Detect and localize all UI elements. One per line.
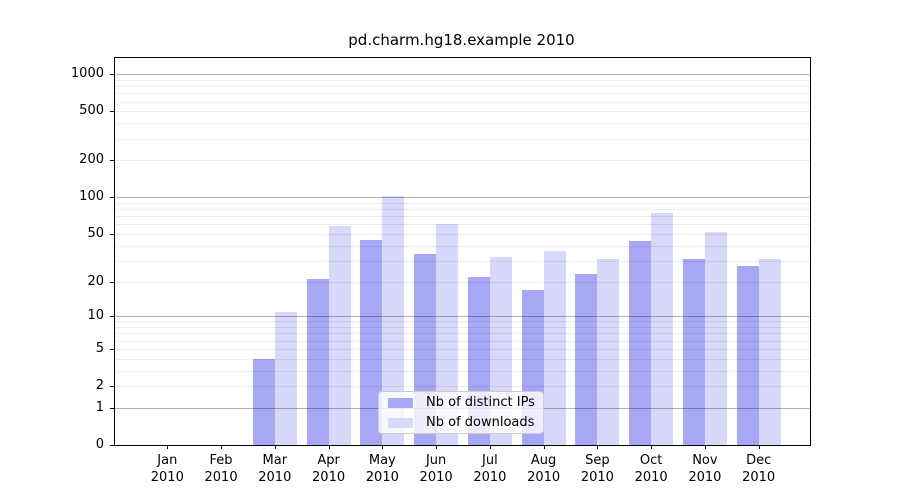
y-gridline-minor-7 [115,333,810,335]
y-gridline-minor-40 [115,245,810,247]
bar-downloads-may [382,195,405,445]
y-gridline-minor-300 [115,138,810,140]
x-tick-label-jun: Jun 2010 [419,453,453,485]
bar-distinct-ips-nov [682,259,705,445]
y-gridline-major-100 [115,197,810,199]
bar-distinct-ips-apr [306,279,329,445]
y-gridline-minor-9 [115,321,810,323]
y-gridline-minor-500 [115,111,810,113]
y-gridline-minor-50 [115,234,810,236]
y-tick-label-500: 500 [79,103,104,119]
y-tick-label-50: 50 [87,226,104,242]
y-gridline-minor-600 [115,101,810,103]
x-tick-label-oct: Oct 2010 [634,453,668,485]
x-tick-label-jul: Jul 2010 [473,453,507,485]
y-gridline-minor-70 [115,216,810,218]
x-tick-mark-nov [704,445,706,449]
y-tick-mark-200 [110,160,114,162]
y-gridline-minor-6 [115,340,810,342]
bar-downloads-oct [651,212,674,445]
bar-distinct-ips-may [360,239,383,445]
y-gridline-minor-800 [115,86,810,88]
x-tick-mark-mar [274,445,276,449]
x-tick-label-apr: Apr 2010 [312,453,346,485]
y-gridline-minor-700 [115,93,810,95]
legend-label-downloads: Nb of downloads [426,414,535,430]
legend-swatch-downloads [388,417,413,428]
bar-distinct-ips-sep [575,274,598,445]
legend-item-distinct-ips: Nb of distinct IPs [388,394,543,411]
bar-distinct-ips-oct [629,240,652,445]
y-tick-mark-100 [110,197,114,199]
y-gridline-minor-8 [115,327,810,329]
y-tick-label-1000: 1000 [70,66,104,82]
bar-downloads-mar [274,311,297,445]
x-tick-mark-apr [328,445,330,449]
y-tick-mark-5 [110,348,114,350]
y-tick-label-10: 10 [87,308,104,324]
x-tick-mark-aug [543,445,545,449]
y-gridline-major-10 [115,316,810,318]
x-tick-mark-sep [597,445,599,449]
y-tick-mark-50 [110,234,114,236]
y-tick-mark-20 [110,281,114,283]
bar-downloads-jun [436,224,459,445]
x-tick-label-sep: Sep 2010 [580,453,614,485]
y-gridline-minor-2 [115,386,810,388]
x-tick-label-aug: Aug 2010 [527,453,561,485]
bar-downloads-aug [543,251,566,445]
bar-distinct-ips-mar [252,358,275,445]
legend-swatch-distinct-ips [388,397,413,408]
x-tick-label-dec: Dec 2010 [742,453,776,485]
y-gridline-minor-60 [115,224,810,226]
x-tick-mark-jan [167,445,169,449]
y-tick-mark-1000 [110,74,114,76]
bar-downloads-dec [758,259,781,445]
bar-downloads-sep [597,259,620,445]
y-tick-mark-10 [110,316,114,318]
y-gridline-minor-400 [115,123,810,125]
x-tick-mark-jun [436,445,438,449]
y-tick-mark-1 [110,407,114,409]
y-tick-mark-500 [110,111,114,113]
y-gridline-minor-90 [115,202,810,204]
x-tick-mark-feb [221,445,223,449]
y-gridline-minor-200 [115,160,810,162]
legend: Nb of distinct IPs Nb of downloads [378,391,544,434]
x-tick-mark-dec [758,445,760,449]
y-gridline-minor-900 [115,79,810,81]
y-tick-mark-0 [110,445,114,446]
y-tick-label-20: 20 [87,273,104,289]
y-gridline-minor-80 [115,209,810,211]
x-tick-label-jan: Jan 2010 [150,453,184,485]
x-tick-label-nov: Nov 2010 [688,453,722,485]
x-tick-label-feb: Feb 2010 [204,453,238,485]
y-gridline-minor-30 [115,260,810,262]
chart-title: pd.charm.hg18.example 2010 [348,31,575,49]
bar-downloads-apr [328,226,351,445]
y-tick-label-0: 0 [95,437,104,452]
y-tick-label-5: 5 [95,340,104,356]
y-gridline-minor-5 [115,348,810,350]
x-tick-label-mar: Mar 2010 [258,453,292,485]
legend-label-distinct-ips: Nb of distinct IPs [426,394,535,410]
bar-distinct-ips-dec [736,266,759,445]
y-tick-label-1: 1 [95,399,104,415]
legend-item-downloads: Nb of downloads [388,414,543,431]
y-tick-mark-2 [110,386,114,388]
bar-downloads-nov [704,231,727,445]
y-tick-label-200: 200 [79,152,104,168]
plot-area: 0 1 2 5 10 20 50 100 200 500 1000 Jan 2010 Feb 2010 Mar… [71,57,811,485]
x-tick-mark-may [382,445,384,449]
y-gridline-major-1000 [115,74,810,76]
x-tick-mark-oct [651,445,653,449]
y-gridline-minor-3 [115,370,810,372]
y-tick-label-2: 2 [95,378,104,394]
x-tick-mark-jul [489,445,491,449]
y-gridline-minor-20 [115,281,810,283]
y-gridline-minor-4 [115,358,810,360]
x-tick-label-may: May 2010 [365,453,399,485]
y-tick-label-100: 100 [79,189,104,205]
